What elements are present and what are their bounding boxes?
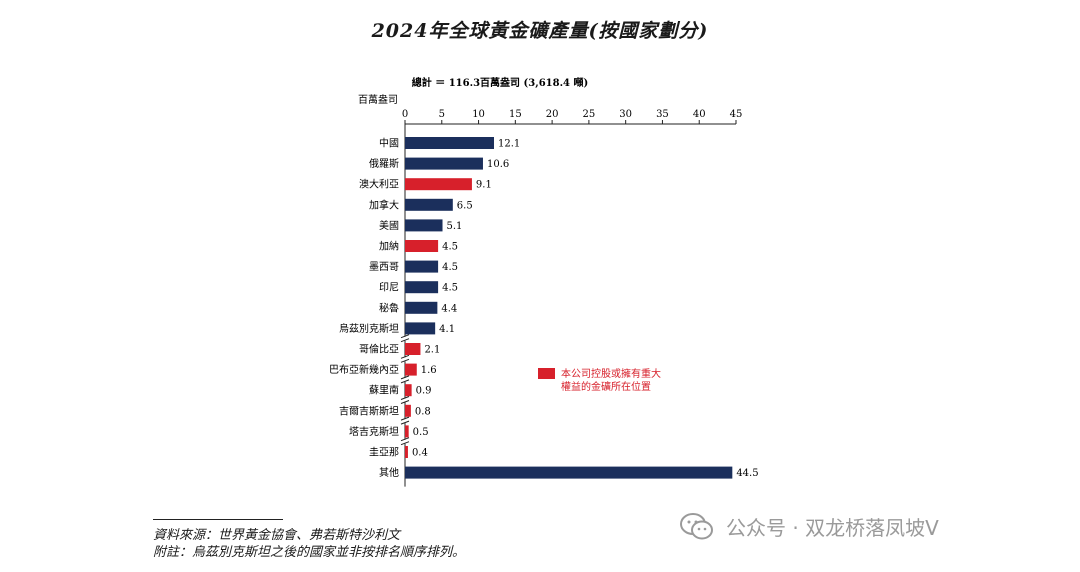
category-label: 吉爾吉斯斯坦 xyxy=(339,404,399,417)
category-label: 巴布亞新幾內亞 xyxy=(329,363,399,376)
axis-break-gap xyxy=(401,439,409,444)
bar xyxy=(405,466,733,479)
x-tick-label: 10 xyxy=(472,109,485,120)
value-label: 6.5 xyxy=(457,200,473,211)
axis-break-mark xyxy=(400,379,410,384)
x-tick-label: 25 xyxy=(583,109,596,120)
value-label: 1.6 xyxy=(421,365,437,376)
footnote: 附註：烏茲別克斯坦之後的國家並非按排名順序排列。 xyxy=(153,545,466,560)
bar xyxy=(405,322,436,335)
value-label: 5.1 xyxy=(447,221,463,232)
axis-break-mark xyxy=(400,358,410,363)
category-label: 加納 xyxy=(379,240,399,253)
bar xyxy=(405,425,409,438)
unit-label: 百萬盎司 xyxy=(358,93,398,106)
watermark: 公众号 · 双龙桥落凤坡V xyxy=(680,512,939,541)
category-label: 墨西哥 xyxy=(369,261,399,273)
bar xyxy=(405,260,439,273)
axis-break-mark xyxy=(400,416,410,421)
axis-break-gap xyxy=(401,398,409,403)
chart-title: 2024年全球黃金礦產量(按國家劃分) xyxy=(371,20,709,42)
value-label: 0.4 xyxy=(412,448,428,459)
bar xyxy=(405,446,408,458)
axis-break-mark xyxy=(400,400,410,404)
axis-break-gap xyxy=(401,377,409,382)
value-label: 4.5 xyxy=(442,262,458,273)
category-label: 其他 xyxy=(379,466,399,479)
legend-swatch xyxy=(538,368,555,379)
x-tick-label: 5 xyxy=(439,109,445,120)
value-label: 4.5 xyxy=(442,283,458,294)
category-label: 印尼 xyxy=(379,282,399,294)
source-note: 資料來源：世界黃金協會、弗若斯特沙利文 xyxy=(153,528,401,543)
category-label: 塔吉克斯坦 xyxy=(349,425,399,438)
value-label: 12.1 xyxy=(498,139,520,150)
category-label: 澳大利亞 xyxy=(359,178,399,191)
bar xyxy=(405,137,495,149)
wechat-icon xyxy=(680,512,713,539)
category-label: 蘇里南 xyxy=(369,384,399,397)
category-label: 中國 xyxy=(379,137,399,150)
axis-break-gap xyxy=(401,419,409,424)
axis-break-mark xyxy=(400,334,410,339)
value-label: 4.1 xyxy=(439,324,455,335)
x-tick-label: 0 xyxy=(402,109,408,120)
value-label: 0.9 xyxy=(416,386,432,397)
x-tick-label: 40 xyxy=(693,109,706,120)
legend-label-line1: 本公司控股或擁有重大 xyxy=(561,367,661,380)
category-label: 加拿大 xyxy=(369,198,399,211)
axis-break-gap xyxy=(401,357,409,362)
legend-label-line2: 權益的金礦所在位置 xyxy=(561,380,651,393)
x-tick-label: 15 xyxy=(509,109,522,120)
axis-break-mark xyxy=(400,354,410,359)
total-label: 總計 ＝ 116.3百萬盎司 (3,618.4 噸) xyxy=(412,76,588,89)
value-label: 4.5 xyxy=(442,242,458,253)
axis-break-mark xyxy=(400,338,410,343)
x-tick-label: 20 xyxy=(546,109,559,120)
category-label: 美國 xyxy=(379,219,399,232)
axis-break-mark xyxy=(400,437,410,442)
value-label: 0.5 xyxy=(413,427,429,438)
axis-break-mark xyxy=(400,441,410,446)
value-label: 0.8 xyxy=(415,406,431,417)
category-label: 圭亞那 xyxy=(369,446,399,459)
bar xyxy=(405,178,472,191)
bar xyxy=(405,404,411,417)
axis-break-mark xyxy=(400,375,410,380)
x-tick-label: 30 xyxy=(619,109,632,120)
x-tick-label: 35 xyxy=(656,109,669,120)
bar xyxy=(405,198,453,211)
bar xyxy=(405,219,443,232)
axis-break-mark xyxy=(400,420,410,425)
category-label: 秘魯 xyxy=(379,301,399,314)
watermark-text: 公众号 · 双龙桥落凤坡V xyxy=(726,516,939,540)
category-label: 哥倫比亞 xyxy=(359,343,399,356)
x-tick-label: 45 xyxy=(730,109,743,120)
footer-divider xyxy=(153,519,283,520)
bar xyxy=(405,384,412,397)
value-label: 10.6 xyxy=(487,159,509,170)
bar xyxy=(405,363,417,376)
axis-break-mark xyxy=(400,396,410,400)
value-label: 44.5 xyxy=(736,468,758,479)
bar xyxy=(405,301,438,314)
axis-break-gap xyxy=(401,336,409,341)
bar xyxy=(405,157,483,170)
value-label: 4.4 xyxy=(441,303,457,314)
category-label: 烏茲別克斯坦 xyxy=(339,322,399,335)
value-label: 2.1 xyxy=(424,345,440,356)
value-label: 9.1 xyxy=(476,180,492,191)
bar xyxy=(405,240,439,252)
bar xyxy=(405,343,421,355)
category-label: 俄羅斯 xyxy=(369,157,399,170)
bar xyxy=(405,281,439,294)
